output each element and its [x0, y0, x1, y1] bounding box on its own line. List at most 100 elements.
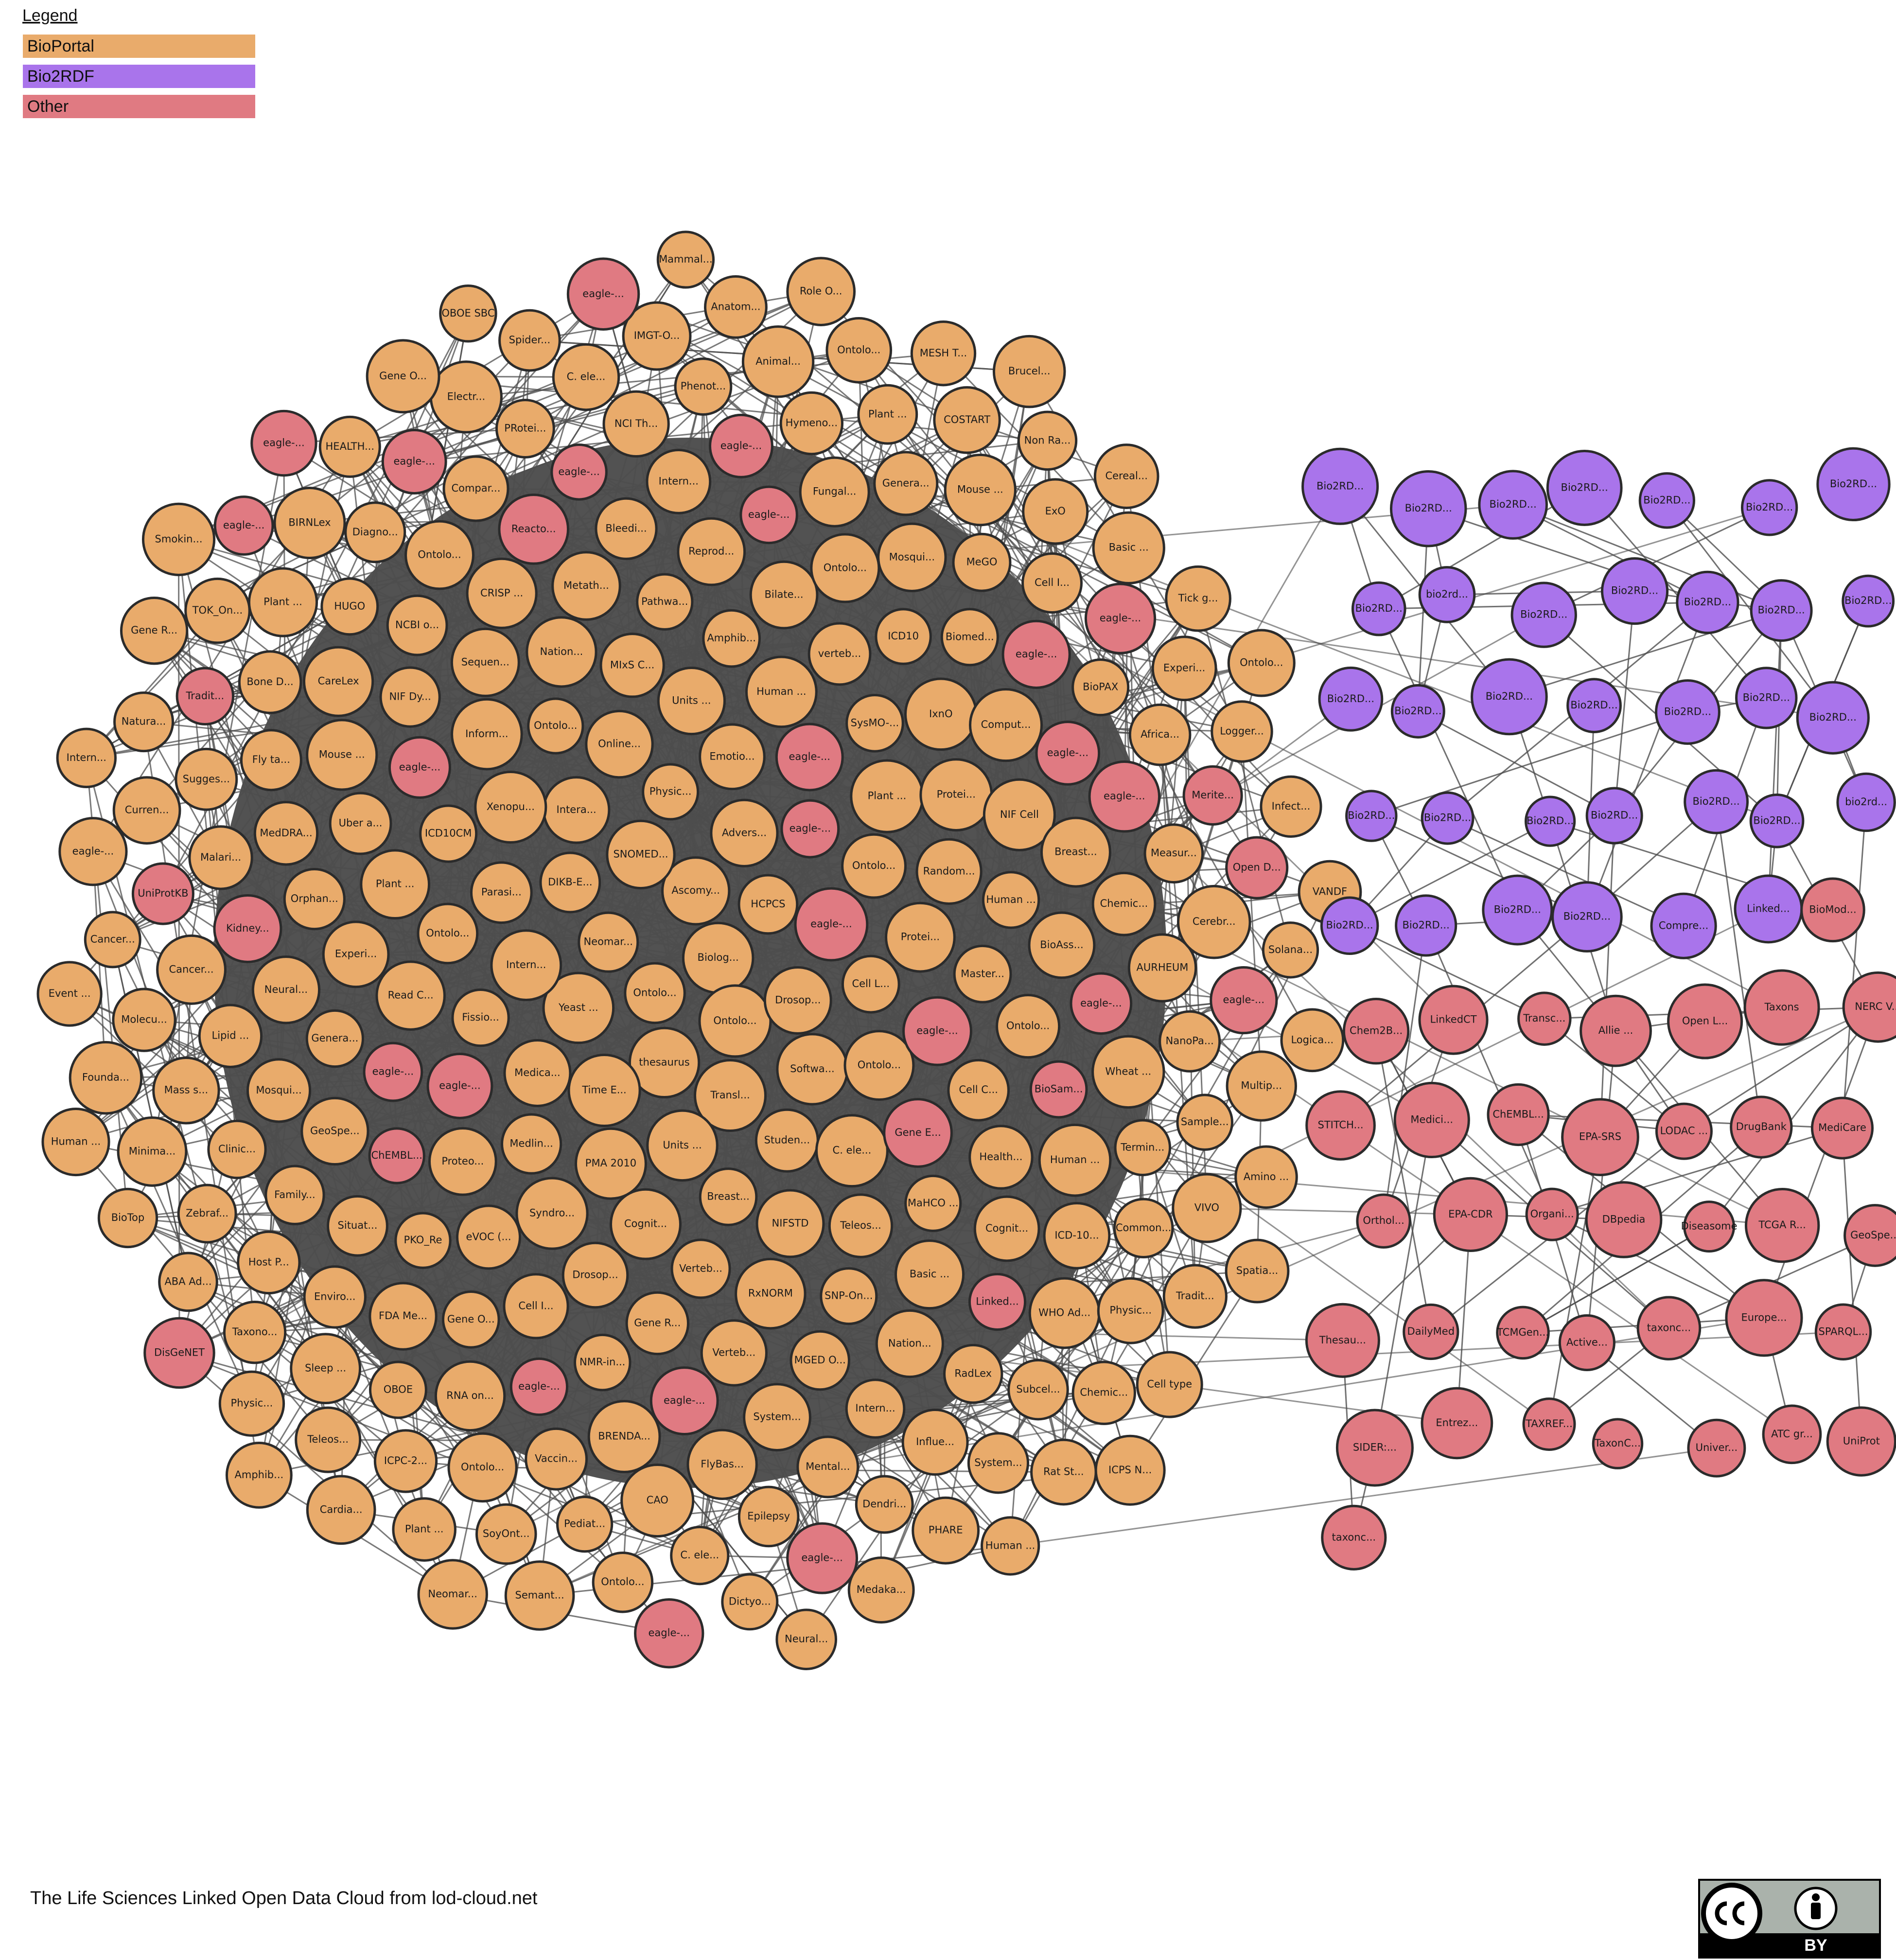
node-circle — [1585, 787, 1643, 845]
node-circle — [735, 1257, 807, 1330]
node: Molecu... — [112, 988, 176, 1052]
node-label: LODAC ... — [1660, 1125, 1708, 1137]
node-circle — [1636, 1296, 1702, 1360]
node-label: Bio2RD... — [1486, 690, 1533, 702]
node-label: Basic ... — [910, 1268, 949, 1280]
node-label: VANDF — [1313, 886, 1347, 898]
node: STITCH... — [1305, 1090, 1376, 1161]
node-label: DBpedia — [1602, 1213, 1646, 1225]
license-text: BY — [1804, 1936, 1827, 1955]
node-circle — [1843, 1204, 1896, 1267]
node: Reacto... — [498, 494, 569, 565]
node: Common... — [1113, 1198, 1174, 1259]
node-circle — [1395, 894, 1457, 957]
node: Reprod... — [677, 517, 746, 586]
node-label: Multip... — [1241, 1080, 1282, 1092]
node: Units ... — [657, 666, 726, 736]
node-label: Intern... — [67, 752, 106, 763]
node: PHARE — [912, 1496, 980, 1565]
node-circle — [967, 1432, 1030, 1494]
node-circle — [1796, 681, 1870, 755]
node-label: Bio2RD... — [1403, 919, 1450, 931]
node-label: IxnO — [929, 708, 952, 720]
node: Bio2RD... — [1351, 581, 1406, 636]
node-label: MeGO — [966, 556, 998, 568]
node-circle — [198, 1004, 263, 1068]
node: MIxS C... — [599, 633, 665, 698]
node: Bio2RD... — [1741, 479, 1798, 536]
node-label: eagle-... — [372, 1066, 414, 1077]
node-label: OBOE — [384, 1383, 413, 1395]
node-label: Smokin... — [155, 533, 203, 545]
node-label: Genera... — [882, 477, 930, 489]
node-label: Parasi... — [481, 886, 522, 898]
node-circle — [1043, 1202, 1111, 1270]
node: Bio2RD... — [1585, 787, 1643, 845]
node-circle — [704, 275, 768, 339]
node: Sleep ... — [290, 1333, 362, 1405]
node-circle — [578, 911, 639, 973]
node: Physic... — [218, 1370, 285, 1437]
node-label: ICPC-2... — [384, 1455, 427, 1466]
node-circle — [780, 799, 840, 859]
node-circle — [1638, 472, 1696, 529]
node: Subcel... — [1007, 1359, 1069, 1421]
node: Vaccin... — [525, 1427, 588, 1491]
node-circle — [700, 1319, 768, 1387]
node: Orthol... — [1356, 1193, 1411, 1249]
node: Electr... — [429, 360, 503, 434]
node: Compre... — [1650, 892, 1717, 959]
node-label: Teleos... — [840, 1219, 881, 1231]
node-label: Compar... — [451, 482, 500, 494]
node-label: TAXREF... — [1525, 1418, 1573, 1430]
node-label: Bio2RD... — [1494, 904, 1541, 916]
node: Natura... — [113, 691, 175, 753]
node-circle — [1182, 765, 1243, 826]
node: eagle-... — [250, 409, 317, 477]
node-circle — [1162, 1264, 1228, 1329]
edge — [509, 807, 625, 1437]
node-circle — [841, 954, 900, 1014]
edge — [1036, 441, 1048, 654]
node: eagle-... — [426, 1053, 493, 1119]
node-circle — [915, 838, 983, 905]
node-label: Chemic... — [1080, 1387, 1128, 1398]
node: eVOC (... — [456, 1204, 521, 1270]
node-label: eagle-... — [1047, 747, 1088, 759]
node: SIDER:... — [1335, 1409, 1414, 1487]
node: DailyMed — [1403, 1303, 1459, 1360]
node: ChEMBL... — [1487, 1083, 1550, 1147]
node-circle — [622, 301, 692, 371]
node: eagle-... — [634, 1598, 704, 1669]
node: Units ... — [646, 1109, 719, 1182]
node: Diagno... — [344, 501, 406, 564]
node-circle — [113, 691, 175, 753]
node: Verteb... — [700, 1319, 768, 1387]
node-label: eagle-... — [72, 845, 114, 857]
node-label: Bio2RD... — [1424, 812, 1471, 824]
node: eagle-... — [739, 485, 798, 545]
node-label: Sleep ... — [305, 1362, 346, 1374]
node-label: Softwa... — [790, 1063, 835, 1075]
node-label: PKO_Re — [404, 1234, 442, 1246]
node: eagle-... — [775, 723, 844, 792]
edge — [682, 387, 704, 1146]
edge — [749, 1408, 876, 1603]
node-circle — [225, 1441, 293, 1509]
node-label: Basic ... — [1109, 542, 1149, 553]
node-circle — [947, 1059, 1010, 1122]
node-circle — [1172, 1173, 1242, 1243]
node: Mouse ... — [944, 454, 1017, 527]
node-circle — [1028, 911, 1096, 979]
node: Cell I... — [503, 1273, 569, 1340]
node-label: Experi... — [335, 948, 377, 960]
node: Bio2RD... — [1600, 557, 1669, 625]
node-label: Inform... — [465, 728, 509, 740]
node-label: PRotei... — [504, 423, 546, 434]
node: Merite... — [1182, 765, 1243, 826]
node-label: Human ... — [986, 894, 1036, 905]
node: Health... — [968, 1125, 1034, 1190]
edge — [1544, 1018, 1685, 1132]
node: Intern... — [490, 929, 562, 1002]
node-label: SIDER:... — [1353, 1441, 1397, 1453]
